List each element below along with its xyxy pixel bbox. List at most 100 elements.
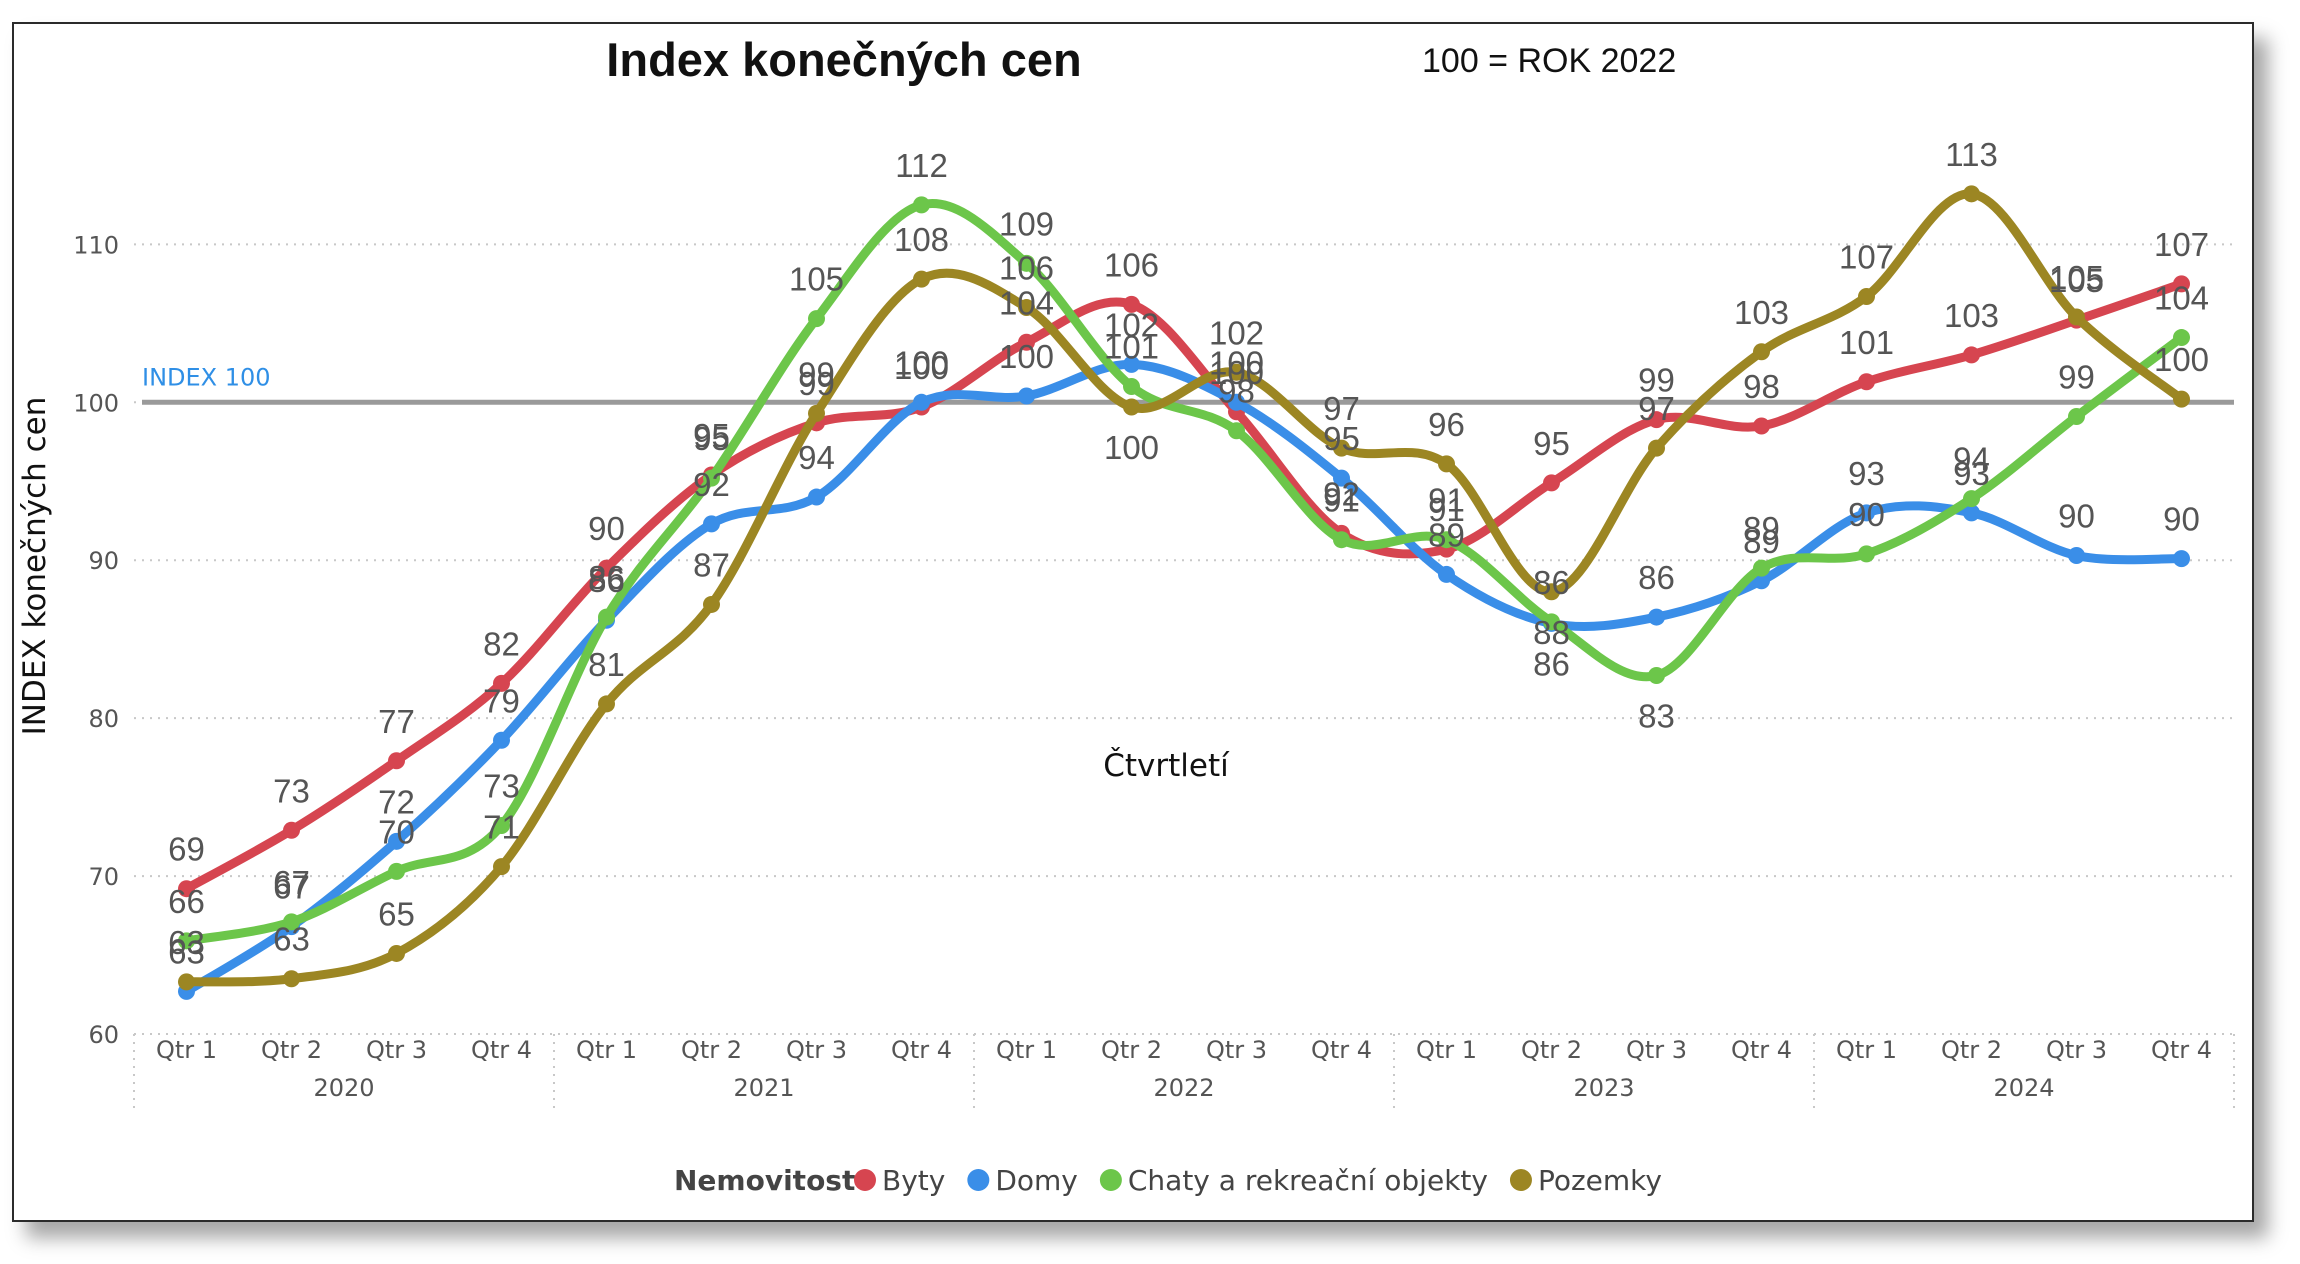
data-label-domy: 95	[1323, 420, 1360, 457]
data-point-chaty-a-rekreacni-objekty	[913, 196, 930, 214]
data-point-byty	[178, 880, 195, 898]
data-label-chaty-a-rekreacni-objekty: 70	[378, 813, 415, 850]
data-point-pozemky	[703, 595, 720, 613]
data-label-byty: 107	[2154, 226, 2209, 263]
data-label-chaty-a-rekreacni-objekty: 109	[999, 205, 1054, 242]
data-label-byty: 90	[588, 510, 625, 547]
legend-label-chaty-a-rekreacni-objekty: Chaty a rekreační objekty	[1128, 1164, 1488, 1197]
data-point-chaty-a-rekreacni-objekty	[1123, 378, 1140, 396]
data-label-byty: 103	[1944, 297, 1999, 334]
data-label-pozemky: 107	[1839, 238, 1894, 275]
data-point-pozemky	[388, 944, 405, 962]
data-point-pozemky	[493, 858, 510, 876]
data-point-pozemky	[808, 404, 825, 422]
data-point-domy	[1963, 504, 1980, 522]
data-point-chaty-a-rekreacni-objekty	[1648, 667, 1665, 685]
data-point-chaty-a-rekreacni-objekty	[1438, 531, 1455, 549]
data-label-byty: 100	[894, 349, 949, 386]
data-point-domy	[2068, 546, 2085, 564]
data-label-pozemky: 100	[2154, 341, 2209, 378]
data-point-byty	[1963, 346, 1980, 364]
series-line-pozemky	[182, 189, 2186, 987]
x-tick-label: Qtr 1	[996, 1036, 1057, 1064]
legend: Nemovitost Byty Domy Chaty a rekreační obje…	[674, 1164, 1662, 1197]
data-point-pozemky	[1018, 299, 1035, 317]
data-label-domy: 86	[1533, 645, 1570, 682]
x-tick-label: Qtr 1	[1416, 1036, 1477, 1064]
x-tick-label: Qtr 2	[1521, 1036, 1582, 1064]
data-point-chaty-a-rekreacni-objekty	[493, 817, 510, 835]
data-point-pozemky	[1543, 583, 1560, 601]
data-point-pozemky	[1438, 455, 1455, 473]
data-point-pozemky	[1858, 287, 1875, 305]
data-label-pozemky: 81	[588, 646, 625, 683]
legend-title: Nemovitost	[674, 1164, 855, 1197]
data-label-pozemky: 87	[693, 546, 730, 583]
data-label-chaty-a-rekreacni-objekty: 105	[789, 261, 844, 298]
data-label-domy: 86	[1638, 559, 1675, 596]
data-point-pozemky	[1648, 439, 1665, 457]
data-point-byty	[493, 674, 510, 692]
data-label-chaty-a-rekreacni-objekty: 95	[693, 420, 730, 457]
data-point-domy	[1123, 355, 1140, 373]
x-tick-label: Qtr 4	[891, 1036, 952, 1064]
line-chart: Index konečných cen 100 = ROK 2022 INDEX…	[17, 33, 2235, 1197]
data-point-pozemky	[1123, 398, 1140, 416]
data-label-byty: 69	[168, 831, 205, 868]
legend-label-pozemky: Pozemky	[1538, 1164, 1662, 1197]
data-label-domy: 93	[1848, 455, 1885, 492]
x-year-label: 2020	[313, 1074, 374, 1102]
data-label-domy: 90	[2163, 501, 2200, 538]
data-point-pozemky	[913, 270, 930, 288]
data-label-pozemky: 105	[2049, 259, 2104, 296]
data-point-domy	[913, 393, 930, 411]
x-tick-label: Qtr 4	[471, 1036, 532, 1064]
x-tick-label: Qtr 3	[1626, 1036, 1687, 1064]
reference-line-100: INDEX 100	[142, 363, 2234, 405]
data-label-chaty-a-rekreacni-objekty: 90	[1848, 496, 1885, 533]
data-point-domy	[1333, 469, 1350, 487]
data-label-domy: 89	[1428, 516, 1465, 553]
data-label-byty: 105	[2049, 262, 2104, 299]
data-point-domy	[703, 515, 720, 533]
chart-frame: Index konečných cen 100 = ROK 2022 INDEX…	[12, 22, 2254, 1222]
data-point-chaty-a-rekreacni-objekty	[1228, 422, 1245, 440]
data-point-pozemky	[1963, 185, 1980, 203]
data-label-chaty-a-rekreacni-objekty: 86	[588, 559, 625, 596]
data-point-pozemky	[598, 695, 615, 713]
series-line-byty	[182, 279, 2186, 894]
data-label-byty: 95	[1533, 425, 1570, 462]
x-tick-label: Qtr 1	[576, 1036, 637, 1064]
data-label-domy: 63	[168, 933, 205, 970]
data-point-chaty-a-rekreacni-objekty	[1018, 254, 1035, 272]
y-tick-label: 110	[73, 231, 119, 259]
chart-title: Index konečných cen	[606, 33, 1081, 86]
data-label-chaty-a-rekreacni-objekty: 89	[1743, 510, 1780, 547]
y-tick-label: 90	[88, 547, 119, 575]
data-point-byty	[1123, 295, 1140, 313]
data-label-domy: 86	[588, 562, 625, 599]
x-tick-label: Qtr 4	[1311, 1036, 1372, 1064]
data-label-chaty-a-rekreacni-objekty: 83	[1638, 698, 1675, 735]
data-label-domy: 100	[894, 344, 949, 381]
data-point-pozemky	[2068, 308, 2085, 326]
data-label-domy: 100	[999, 338, 1054, 375]
data-label-pozemky: 113	[1945, 136, 1998, 173]
data-label-chaty-a-rekreacni-objekty: 101	[1104, 329, 1159, 366]
data-label-domy: 94	[798, 439, 835, 476]
y-axis: 60 70 80 90 100 110	[73, 231, 119, 1049]
data-point-pozemky	[178, 973, 195, 991]
data-label-domy: 102	[1104, 306, 1159, 343]
legend-label-domy: Domy	[995, 1164, 1078, 1197]
data-label-pozemky: 63	[168, 924, 205, 961]
data-point-byty	[1648, 411, 1665, 429]
x-tick-label: Qtr 2	[1101, 1036, 1162, 1064]
data-label-pozemky: 102	[1209, 314, 1264, 351]
data-point-byty	[1753, 417, 1770, 435]
legend-marker-byty	[854, 1169, 876, 1191]
x-year-label: 2023	[1573, 1074, 1634, 1102]
data-label-domy: 89	[1743, 523, 1780, 560]
data-label-pozemky: 103	[1734, 294, 1789, 331]
data-label-pozemky: 108	[894, 221, 949, 258]
x-tick-label: Qtr 2	[681, 1036, 742, 1064]
